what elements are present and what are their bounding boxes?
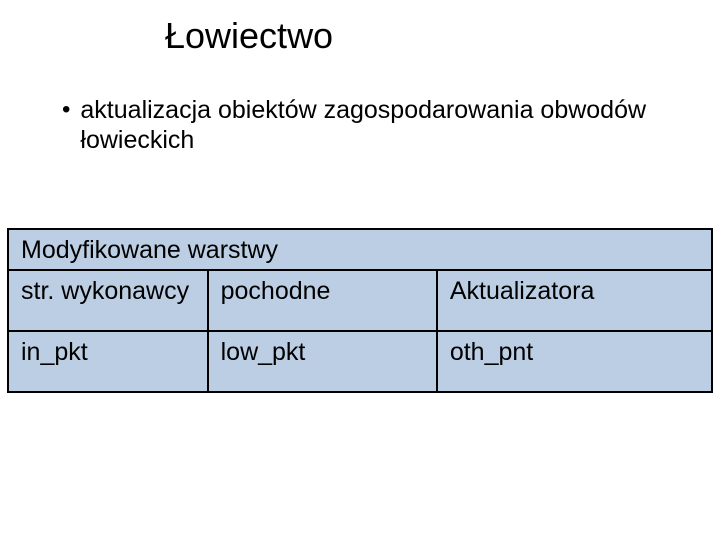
table: Modyfikowane warstwy str. wykonawcy poch… <box>7 228 713 393</box>
table-cell: Aktualizatora <box>437 270 712 331</box>
layers-table: Modyfikowane warstwy str. wykonawcy poch… <box>7 228 713 393</box>
table-cell: oth_pnt <box>437 331 712 392</box>
table-cell: low_pkt <box>208 331 437 392</box>
table-cell: pochodne <box>208 270 437 331</box>
bullet-text: aktualizacja obiektów zagospodarowania o… <box>80 95 720 155</box>
bullet-dot-icon: • <box>62 95 70 125</box>
table-cell: in_pkt <box>8 331 208 392</box>
table-header-cell: Modyfikowane warstwy <box>8 229 712 270</box>
bullet-item: • aktualizacja obiektów zagospodarowania… <box>62 95 720 155</box>
table-cell: str. wykonawcy <box>8 270 208 331</box>
bullet-list: • aktualizacja obiektów zagospodarowania… <box>62 95 720 155</box>
page-title: Łowiectwo <box>165 15 333 57</box>
table-row: in_pkt low_pkt oth_pnt <box>8 331 712 392</box>
table-row: str. wykonawcy pochodne Aktualizatora <box>8 270 712 331</box>
table-header-row: Modyfikowane warstwy <box>8 229 712 270</box>
